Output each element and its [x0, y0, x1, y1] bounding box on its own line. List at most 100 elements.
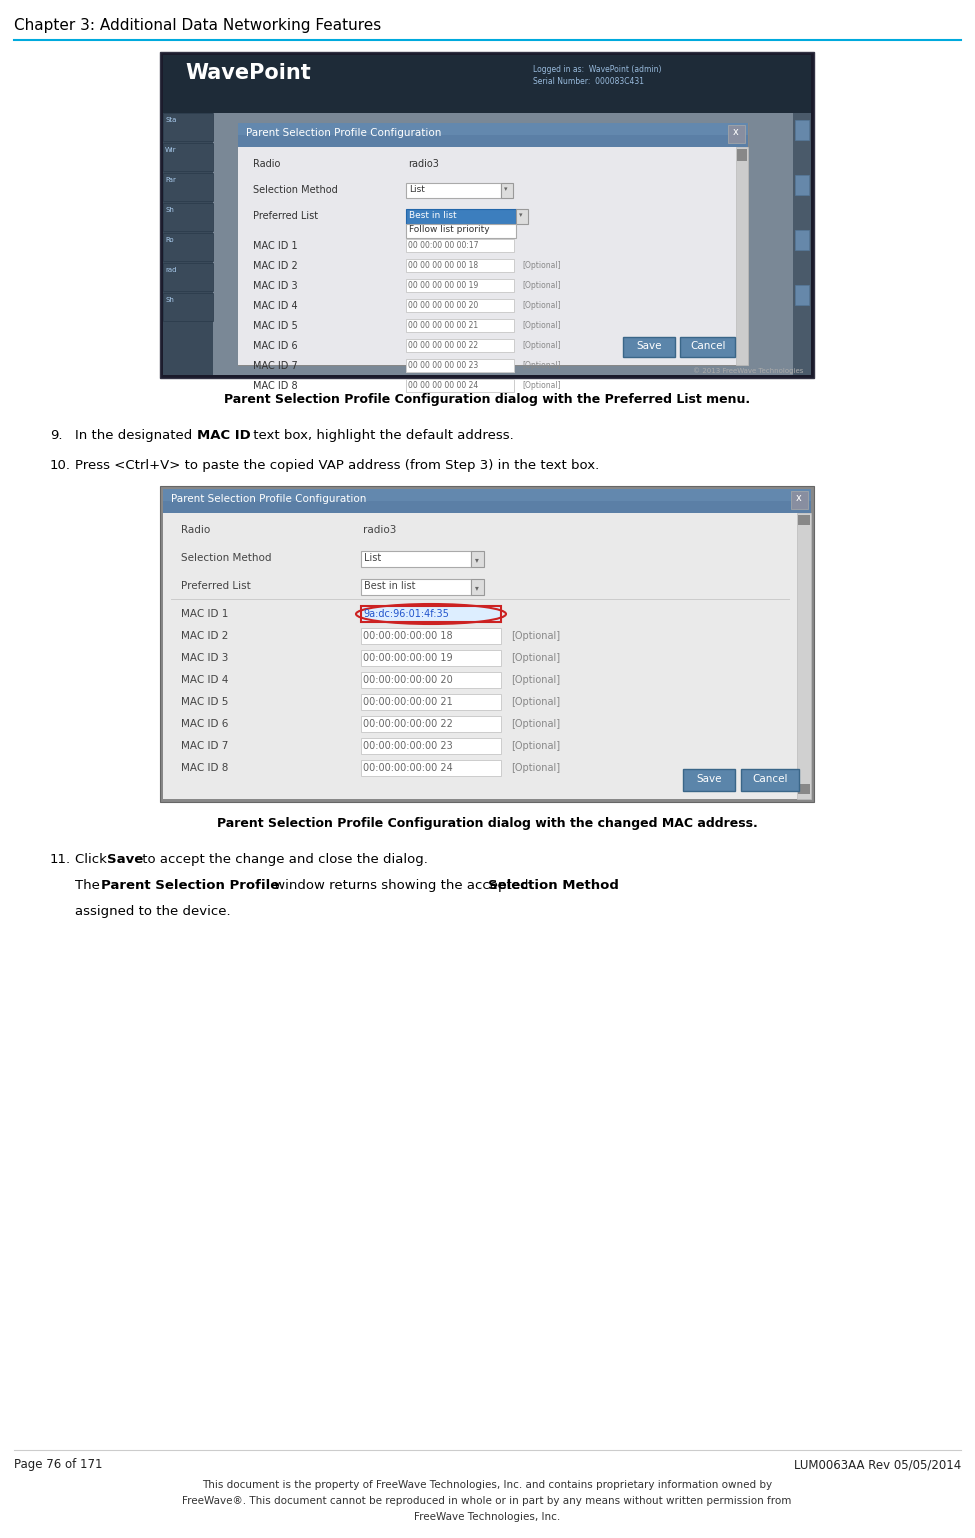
Bar	[737, 149, 747, 161]
Text: MAC ID 2: MAC ID 2	[253, 261, 297, 271]
Bar	[728, 125, 745, 143]
Bar	[238, 148, 748, 365]
Bar	[723, 60, 803, 108]
Text: 00 00 00 00 00 24: 00 00 00 00 00 24	[408, 381, 479, 391]
Text: Save: Save	[637, 341, 662, 351]
Text: Press <Ctrl+V> to paste the copied VAP address (from Step 3) in the text box.: Press <Ctrl+V> to paste the copied VAP a…	[75, 458, 600, 472]
Text: MAC ID 8: MAC ID 8	[253, 381, 297, 391]
Text: List: List	[409, 185, 425, 194]
Text: 10.: 10.	[50, 458, 71, 472]
Bar	[238, 123, 748, 365]
Bar	[797, 514, 811, 800]
Text: 00 00 00 00 00 22: 00 00 00 00 00 22	[408, 341, 478, 351]
Bar	[406, 358, 514, 372]
Text: Selection Method: Selection Method	[488, 880, 619, 892]
Text: Selection Method: Selection Method	[253, 185, 337, 195]
Bar	[361, 672, 501, 687]
Text: Parent Selection Profile: Parent Selection Profile	[101, 880, 279, 892]
Bar	[361, 628, 501, 644]
Text: [Optional]: [Optional]	[511, 718, 560, 729]
Bar	[406, 278, 514, 292]
Text: MAC ID 1: MAC ID 1	[181, 609, 228, 618]
Text: MAC ID 4: MAC ID 4	[253, 301, 297, 311]
Text: Parent Selection Profile Configuration: Parent Selection Profile Configuration	[171, 494, 367, 504]
Bar	[163, 203, 213, 231]
Bar	[163, 55, 811, 112]
Text: FreeWave®. This document cannot be reproduced in whole or in part by any means w: FreeWave®. This document cannot be repro…	[182, 1496, 792, 1506]
Bar	[163, 489, 811, 514]
Text: 00:00:00:00:00 24: 00:00:00:00:00 24	[363, 763, 452, 774]
Bar	[736, 148, 748, 365]
Text: Sta: Sta	[165, 117, 176, 123]
Text: 00 00 00 00 00 18: 00 00 00 00 00 18	[408, 261, 478, 271]
Text: 00:00:00:00:00 23: 00:00:00:00:00 23	[363, 741, 452, 751]
Text: MAC ID 3: MAC ID 3	[181, 654, 228, 663]
Text: LUM0063AA Rev 05/05/2014: LUM0063AA Rev 05/05/2014	[794, 1458, 961, 1470]
Bar	[793, 112, 811, 375]
Text: Save: Save	[696, 774, 722, 784]
Text: Parent Selection Profile Configuration: Parent Selection Profile Configuration	[246, 128, 442, 138]
Text: Follow list priority: Follow list priority	[409, 225, 489, 234]
Bar	[160, 486, 814, 801]
Bar	[163, 232, 213, 261]
Bar	[623, 337, 675, 357]
Bar	[516, 209, 528, 225]
Text: List: List	[364, 554, 381, 563]
Text: MAC ID 1: MAC ID 1	[253, 241, 297, 251]
Bar	[406, 225, 516, 238]
Bar	[791, 491, 808, 509]
Bar	[163, 112, 213, 141]
Bar	[160, 52, 814, 378]
Text: Radio: Radio	[253, 158, 281, 169]
Text: [Optional]: [Optional]	[522, 261, 561, 271]
Text: x: x	[733, 128, 739, 137]
Bar	[361, 738, 501, 754]
Text: MAC ID 7: MAC ID 7	[253, 361, 297, 371]
Bar	[163, 172, 213, 201]
Text: Cancel: Cancel	[753, 774, 788, 784]
Text: x: x	[797, 494, 801, 503]
Text: Parent Selection Profile Configuration dialog with the Preferred List menu.: Parent Selection Profile Configuration d…	[224, 394, 750, 406]
Text: [Optional]: [Optional]	[511, 675, 560, 684]
Bar	[361, 606, 501, 621]
Text: FreeWave Technologies, Inc.: FreeWave Technologies, Inc.	[413, 1512, 560, 1523]
Bar	[163, 143, 213, 171]
Text: Save: Save	[107, 854, 143, 866]
Text: ▾: ▾	[475, 583, 479, 592]
Text: Preferred List: Preferred List	[181, 581, 251, 591]
Bar	[213, 112, 793, 375]
Text: [Optional]: [Optional]	[522, 321, 561, 331]
Text: Page 76 of 171: Page 76 of 171	[14, 1458, 102, 1470]
Bar	[406, 378, 514, 392]
Text: MAC ID 4: MAC ID 4	[181, 675, 228, 684]
Text: MAC ID 5: MAC ID 5	[253, 321, 297, 331]
Text: 11.: 11.	[50, 854, 71, 866]
Text: Radio: Radio	[181, 524, 211, 535]
Text: Par: Par	[165, 177, 176, 183]
Bar	[406, 209, 516, 225]
Text: Serial Number:  000083C431: Serial Number: 000083C431	[533, 77, 644, 86]
Text: In the designated: In the designated	[75, 429, 197, 441]
Bar	[238, 123, 748, 135]
Text: ▾: ▾	[475, 555, 479, 564]
Bar	[163, 489, 811, 800]
Text: WavePoint: WavePoint	[185, 63, 311, 83]
Text: Click: Click	[75, 854, 111, 866]
Bar	[795, 231, 809, 251]
Text: Parent Selection Profile Configuration dialog with the changed MAC address.: Parent Selection Profile Configuration d…	[216, 817, 758, 831]
Text: radio3: radio3	[363, 524, 397, 535]
Text: Logged in as:  WavePoint (admin): Logged in as: WavePoint (admin)	[533, 65, 661, 74]
Bar	[361, 651, 501, 666]
Bar	[163, 112, 213, 375]
Text: [Optional]: [Optional]	[522, 361, 561, 371]
Bar	[163, 489, 811, 501]
Bar	[795, 285, 809, 305]
Text: MAC ID 2: MAC ID 2	[181, 631, 228, 641]
Text: radio3: radio3	[408, 158, 439, 169]
Bar	[238, 123, 748, 148]
Text: © 2013 FreeWave Technologies: © 2013 FreeWave Technologies	[692, 368, 803, 374]
Bar	[361, 551, 471, 568]
Text: window returns showing the accepted: window returns showing the accepted	[270, 880, 532, 892]
Text: This document is the property of FreeWave Technologies, Inc. and contains propri: This document is the property of FreeWav…	[202, 1480, 772, 1490]
Text: 00 00 00 00 00 23: 00 00 00 00 00 23	[408, 361, 479, 371]
